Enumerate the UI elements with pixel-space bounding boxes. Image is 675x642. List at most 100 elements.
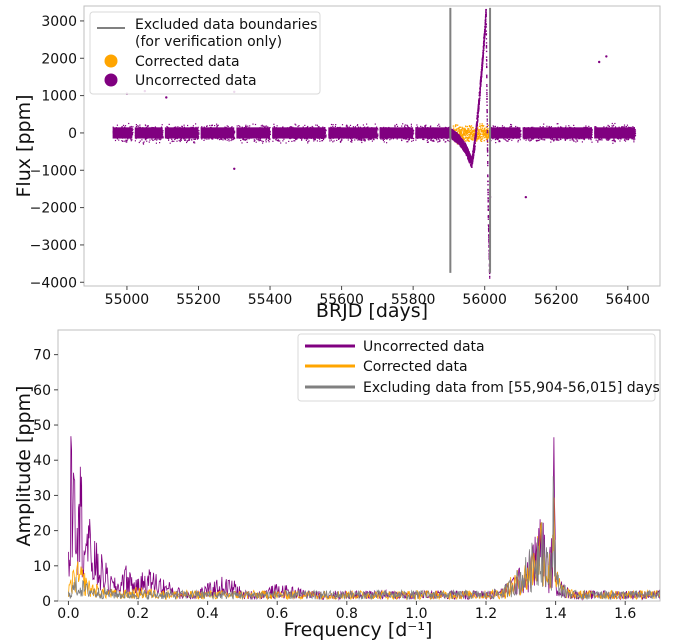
corrected-point — [464, 140, 466, 142]
uncorrected-point — [575, 141, 577, 143]
uncorrected-point — [503, 138, 505, 140]
uncorrected-point — [548, 126, 550, 128]
corrected-point — [459, 126, 462, 128]
corrected-point — [465, 131, 468, 133]
uncorrected-point — [595, 126, 597, 128]
uncorrected-point — [598, 139, 600, 141]
uncorrected-point — [519, 139, 521, 141]
corrected-point — [476, 128, 479, 130]
uncorrected-point — [275, 139, 277, 141]
uncorrected-point — [493, 125, 495, 128]
uncorrected-point — [508, 139, 510, 141]
uncorrected-point — [306, 126, 308, 128]
uncorrected-point — [556, 139, 558, 141]
uncorrected-point — [203, 126, 205, 128]
uncorrected-point — [138, 141, 140, 144]
uncorrected-point — [188, 139, 190, 141]
uncorrected-point — [261, 140, 263, 142]
uncorrected-point — [116, 138, 118, 140]
uncorrected-point — [601, 139, 603, 141]
uncorrected-point — [359, 139, 361, 141]
corrected-point — [468, 128, 470, 130]
uncorrected-point — [553, 140, 555, 142]
uncorrected-point — [396, 125, 399, 127]
uncorrected-point — [238, 125, 240, 127]
uncorrected-point — [634, 131, 636, 133]
uncorrected-point — [358, 126, 360, 128]
uncorrected-point — [187, 139, 189, 142]
uncorrected-point — [497, 126, 499, 128]
uncorrected-point — [206, 125, 208, 127]
uncorrected-point — [632, 138, 634, 140]
corrected-point — [487, 129, 489, 131]
corrected-point — [471, 138, 474, 140]
uncorrected-point — [267, 126, 269, 128]
uncorrected-point — [431, 139, 433, 141]
uncorrected-point — [151, 138, 153, 140]
corrected-point — [486, 133, 488, 135]
uncorrected-band-core — [415, 127, 451, 139]
uncorrected-point — [439, 125, 441, 127]
uncorrected-point — [588, 125, 590, 127]
uncorrected-point — [499, 140, 501, 143]
corrected-point — [472, 139, 474, 141]
uncorrected-point — [195, 123, 197, 125]
uncorrected-point — [560, 138, 562, 141]
uncorrected-point — [296, 138, 298, 140]
uncorrected-point — [377, 127, 379, 129]
uncorrected-point — [186, 141, 188, 144]
uncorrected-point — [168, 123, 170, 125]
uncorrected-point — [272, 140, 274, 142]
corrected-point — [465, 131, 467, 133]
uncorrected-point — [585, 126, 587, 128]
corrected-point — [480, 133, 482, 135]
corrected-point — [458, 127, 460, 129]
uncorrected-point — [402, 123, 404, 125]
uncorrected-point — [526, 138, 528, 140]
corrected-point — [483, 129, 486, 131]
uncorrected-point — [330, 123, 333, 126]
uncorrected-point — [633, 139, 635, 141]
corrected-point — [464, 128, 467, 130]
uncorrected-point — [446, 138, 448, 140]
uncorrected-point — [307, 125, 309, 128]
corrected-point — [482, 129, 484, 131]
uncorrected-point — [168, 139, 170, 141]
uncorrected-point — [307, 142, 309, 144]
uncorrected-point — [175, 126, 177, 128]
uncorrected-point — [577, 138, 579, 140]
uncorrected-point — [569, 139, 571, 141]
uncorrected-point — [143, 141, 145, 143]
uncorrected-point — [355, 138, 357, 140]
uncorrected-point — [346, 125, 348, 127]
corrected-point — [459, 126, 461, 128]
corrected-point — [471, 130, 474, 132]
uncorrected-point — [201, 138, 203, 140]
corrected-point — [473, 131, 476, 133]
uncorrected-band-core — [200, 127, 235, 139]
uncorrected-point — [624, 126, 626, 128]
uncorrected-point — [529, 140, 531, 142]
uncorrected-point — [456, 133, 458, 135]
uncorrected-point — [346, 125, 348, 127]
corrected-point — [454, 125, 457, 128]
uncorrected-point — [451, 128, 453, 131]
uncorrected-point — [600, 139, 602, 141]
uncorrected-point — [404, 126, 406, 128]
uncorrected-point — [265, 138, 268, 140]
uncorrected-point — [531, 138, 533, 140]
uncorrected-point — [377, 136, 379, 138]
uncorrected-point — [131, 134, 134, 136]
corrected-point — [454, 130, 456, 132]
uncorrected-point — [252, 123, 254, 125]
uncorrected-point — [162, 130, 164, 132]
uncorrected-point — [268, 141, 270, 143]
uncorrected-point — [262, 125, 264, 127]
uncorrected-point — [308, 140, 310, 142]
uncorrected-point — [245, 125, 247, 128]
uncorrected-point — [504, 138, 506, 141]
uncorrected-point — [179, 138, 182, 140]
uncorrected-point — [121, 140, 123, 142]
uncorrected-point — [159, 142, 161, 144]
